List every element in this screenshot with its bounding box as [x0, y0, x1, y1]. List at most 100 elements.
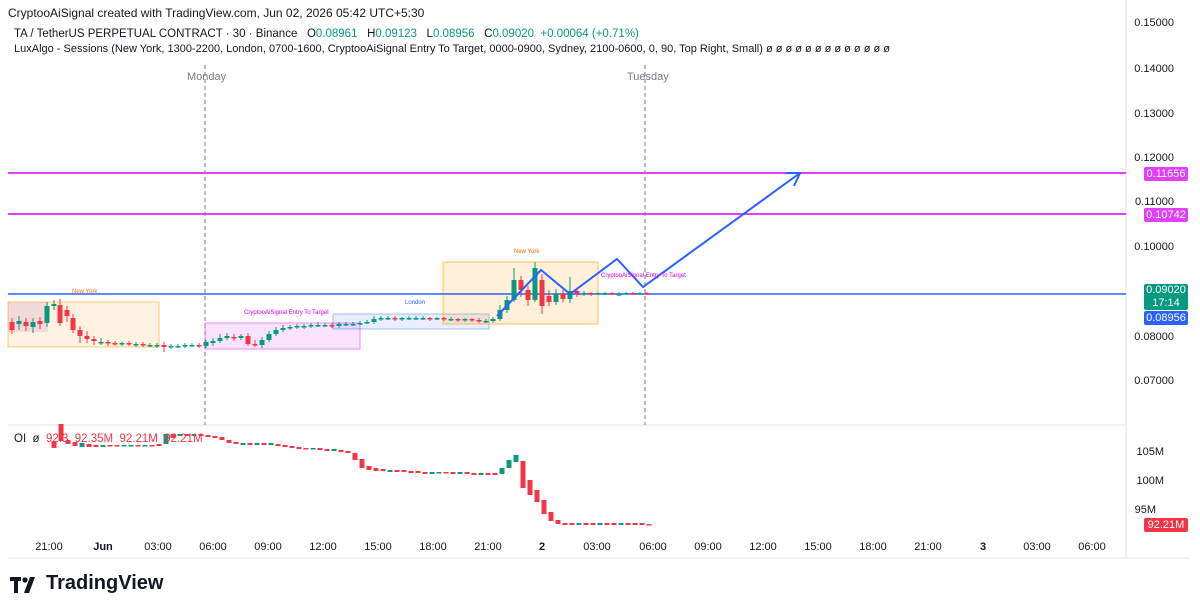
- oi-value: 92.35M: [74, 433, 114, 445]
- candle-body: [497, 310, 503, 319]
- oi-bar: [387, 470, 393, 472]
- price-tick: 0.14000: [1134, 63, 1174, 75]
- oi-bar: [331, 449, 337, 451]
- oi-bar: [527, 480, 533, 495]
- candle-body: [203, 342, 209, 346]
- candle-body: [9, 322, 15, 330]
- candle-body: [329, 325, 335, 327]
- candle-body: [392, 318, 398, 320]
- oi-bar: [317, 448, 323, 450]
- high-value: 0.09123: [375, 28, 417, 40]
- open-value: 0.08961: [315, 28, 358, 40]
- session-label-new-york-2: New York: [514, 249, 540, 255]
- price-tick: 0.15000: [1134, 17, 1174, 29]
- oi-bar: [198, 434, 204, 436]
- oi-bar: [86, 444, 92, 447]
- candle-body: [539, 280, 545, 306]
- time-tick: 18:00: [859, 541, 887, 553]
- candle-body: [161, 345, 167, 347]
- oi-bar: [485, 473, 491, 475]
- candle-body: [413, 318, 419, 320]
- tradingview-logo-icon: [10, 576, 40, 593]
- oi-bar: [555, 520, 561, 524]
- oi-bar: [289, 446, 295, 448]
- oi-legend[interactable]: OI ø 92.3 92.35M 92.21M 92.21M: [14, 433, 203, 445]
- oi-bar: [135, 445, 141, 447]
- time-tick: 12:00: [309, 541, 337, 553]
- time-tick: 06:00: [639, 541, 667, 553]
- candle-body: [126, 343, 132, 345]
- oi-symbol: ø: [32, 433, 40, 445]
- oi-bar: [51, 441, 57, 448]
- time-tick: 3: [979, 541, 987, 553]
- candle-body: [140, 344, 146, 346]
- oi-bar: [338, 450, 344, 452]
- oi-bar: [177, 434, 183, 436]
- oi-bar: [443, 472, 449, 474]
- oi-bar: [625, 523, 631, 525]
- time-tick: 06:00: [1078, 541, 1106, 553]
- oi-bar: [639, 523, 645, 525]
- time-tick: 03:00: [1023, 541, 1051, 553]
- oi-bar: [464, 472, 470, 474]
- oi-bar: [478, 473, 484, 475]
- oi-bar: [163, 434, 169, 444]
- oi-bar: [373, 468, 379, 471]
- candle-body: [574, 291, 580, 294]
- session-label-entry-2: CryptooAiSignal Entry To Target: [601, 273, 686, 279]
- price-tick: 0.11000: [1135, 196, 1174, 208]
- time-tick: 09:00: [694, 541, 722, 553]
- oi-bar: [597, 523, 603, 525]
- candle-body: [308, 325, 314, 327]
- oi-bar: [569, 523, 575, 525]
- oi-bar: [471, 473, 477, 475]
- price-tick: 0.12000: [1134, 152, 1174, 164]
- candle-body: [315, 325, 321, 327]
- session-label-new-york-1: New York: [72, 289, 98, 295]
- candle-body: [196, 345, 202, 347]
- tradingview-brand[interactable]: TradingView: [10, 572, 163, 595]
- oi-bar: [359, 459, 365, 468]
- oi-bar: [170, 434, 176, 438]
- close-label: C: [484, 28, 493, 40]
- price-tick: 0.10000: [1134, 241, 1174, 253]
- oi-bar: [450, 472, 456, 474]
- symbol-name[interactable]: TA / TetherUS PERPETUAL CONTRACT · 30 · …: [14, 28, 298, 40]
- oi-bar: [79, 443, 85, 447]
- oi-bar: [107, 445, 113, 447]
- oi-bar: [611, 523, 617, 525]
- price-tick: 0.13000: [1134, 108, 1174, 120]
- indicator-legend[interactable]: LuxAlgo - Sessions (New York, 1300-2200,…: [14, 43, 890, 55]
- price-tag-upper: 0.11656: [1144, 167, 1188, 181]
- oi-bar: [492, 473, 498, 475]
- oi-bar: [114, 445, 120, 447]
- oi-bar: [149, 445, 155, 447]
- oi-bar: [429, 472, 435, 474]
- candle-body: [560, 294, 566, 299]
- symbol-legend[interactable]: TA / TetherUS PERPETUAL CONTRACT · 30 · …: [14, 28, 639, 40]
- candle-body: [469, 319, 475, 321]
- oi-bar: [93, 445, 99, 447]
- oi-bar: [408, 471, 414, 473]
- candle-body: [252, 344, 258, 346]
- oi-bar: [499, 468, 505, 474]
- candle-body: [147, 345, 153, 347]
- candle-body: [210, 341, 216, 343]
- candle-body: [273, 330, 279, 334]
- oi-bar: [296, 447, 302, 449]
- candle-body: [217, 338, 223, 341]
- oi-bar: [548, 512, 554, 521]
- candle-body: [238, 336, 244, 338]
- oi-bar: [184, 434, 190, 436]
- price-tick: 0.07000: [1134, 375, 1174, 387]
- price-tag-current-value: 0.09020: [1146, 284, 1186, 296]
- oi-bar: [576, 523, 582, 525]
- candle-body: [581, 293, 587, 295]
- oi-bar: [58, 424, 64, 441]
- session-box-london: [332, 313, 490, 330]
- oi-bar: [422, 472, 428, 474]
- candle-body: [112, 343, 118, 345]
- candle-body: [98, 342, 104, 344]
- candle-body: [16, 321, 22, 324]
